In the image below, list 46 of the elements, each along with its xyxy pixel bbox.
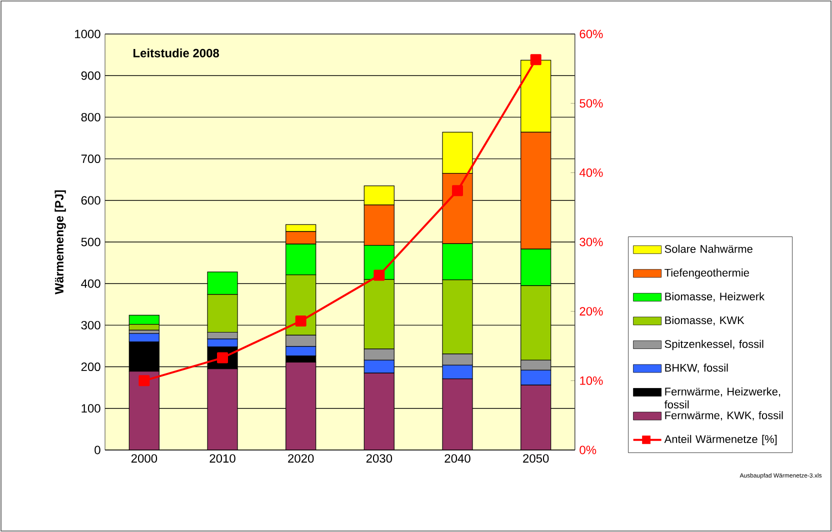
point [530, 54, 542, 66]
y2-tick-label: 30% [580, 238, 603, 246]
x-tick-label: 2040 [444, 454, 470, 463]
point [452, 185, 464, 196]
y2-tick-label: 10% [580, 376, 603, 385]
y-axis-title: Wärmemenge [PJ] [54, 190, 66, 294]
legend-label: Biomasse, Heizwerk [665, 292, 765, 302]
x-tick-label: 2050 [523, 454, 549, 463]
y-tick-label: 500 [81, 238, 100, 246]
legend-label: BHKW, fossil [665, 364, 728, 373]
y2-tick-label: 60% [580, 30, 603, 38]
y-tick-label: 800 [81, 112, 100, 122]
legend-label: Biomasse, KWK [665, 316, 744, 326]
legend-label: Anteil Wärmenetze [%] [664, 434, 777, 446]
point [138, 375, 150, 386]
legend-label: Spitzenkessel, fossil [664, 340, 764, 350]
bar [208, 368, 238, 450]
y-tick-label: 400 [81, 279, 100, 288]
y-tick-label: 0 [94, 446, 100, 454]
bar [364, 373, 394, 450]
x-tick-label: 2000 [131, 454, 158, 463]
point [374, 270, 385, 281]
legend-label: Fernwärme, Heizwerke, fossil [664, 387, 780, 408]
legend-label: Fernwärme, KWK, fossil [665, 411, 783, 421]
bar [442, 378, 472, 450]
bar [129, 371, 160, 450]
y-tick-label: 1000 [75, 30, 100, 38]
y2-tick-label: 20% [580, 307, 603, 316]
y2-tick-label: 0% [580, 446, 596, 454]
point [295, 316, 306, 327]
y2-tick-label: 50% [580, 99, 603, 108]
y-tick-label: 900 [81, 71, 100, 80]
text: Leitstudie 2008 [134, 48, 220, 58]
x-tick-label: 2010 [210, 454, 236, 463]
y-tick-label: 200 [81, 362, 100, 372]
y2-tick-label: 40% [579, 168, 603, 177]
bar [520, 384, 552, 450]
legend-label: Solare Nahwärme [664, 244, 752, 253]
y-tick-label: 600 [81, 196, 100, 205]
x-tick-label: 2020 [288, 454, 314, 463]
y-tick-label: 300 [81, 320, 100, 330]
y-tick-label: 700 [81, 154, 100, 164]
y-tick-label: 100 [82, 404, 100, 413]
bar [286, 362, 316, 450]
legend-label: Tiefengeothermie [664, 268, 750, 279]
x-tick-label: 2030 [366, 454, 392, 463]
